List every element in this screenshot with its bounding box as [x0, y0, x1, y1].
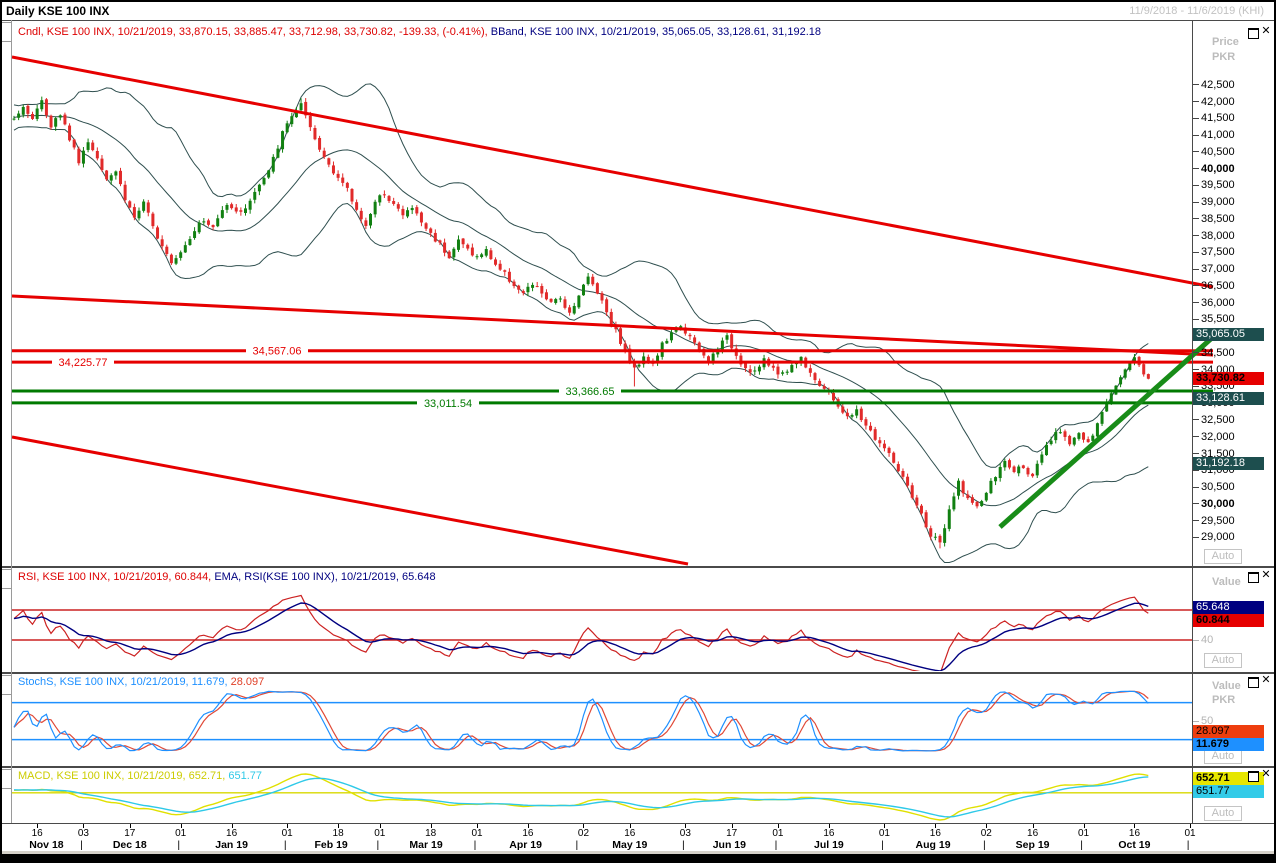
auto-scale-button-macd[interactable]: Auto — [1204, 806, 1242, 821]
candlesticks[interactable] — [12, 96, 1150, 549]
auto-scale-button-rsi[interactable]: Auto — [1204, 653, 1242, 668]
status-strip — [0, 850, 1276, 854]
splitter-handle-stoch[interactable] — [1, 675, 12, 695]
level-line-label: 34,225.77 — [59, 357, 108, 369]
panel-separator-top — [0, 19, 1276, 21]
main-chart-legend: Cndl, KSE 100 INX, 10/21/2019, 33,870.15… — [18, 26, 821, 38]
bband-legend-text: BBand, KSE 100 INX, 10/21/2019, 35,065.0… — [490, 26, 821, 38]
stoch-plot[interactable] — [13, 690, 1149, 752]
macd-legend: MACD, KSE 100 INX, 10/21/2019, 652.71, 6… — [18, 770, 262, 782]
restore-icon[interactable] — [1248, 28, 1259, 39]
panel-separator-macd[interactable] — [0, 766, 1276, 768]
date-range-label: 11/9/2018 - 11/6/2019 (KHI) — [1129, 5, 1264, 17]
panel-separator-stoch[interactable] — [0, 672, 1276, 674]
close-icon[interactable]: ✕ — [1261, 25, 1271, 37]
stoch-k-legend-text: StochS, KSE 100 INX, 10/21/2019, 11.679, — [18, 676, 231, 688]
macd-plot[interactable] — [13, 773, 1149, 821]
left-gutter-line — [11, 20, 12, 823]
window-right-border — [1274, 0, 1276, 863]
close-icon[interactable]: ✕ — [1261, 768, 1271, 780]
price-axis-header: Price — [1212, 36, 1239, 48]
window-bottom-border — [0, 854, 1276, 863]
level-line-label: 33,011.54 — [424, 398, 472, 410]
rsi-ema-legend-text: EMA, RSI(KSE 100 INX), 10/21/2019, 65.64… — [214, 571, 436, 583]
close-icon[interactable]: ✕ — [1261, 674, 1271, 686]
macd-signal-legend-text: 651.77 — [228, 770, 263, 782]
rsi-legend-text: RSI, KSE 100 INX, 10/21/2019, 60.844, — [18, 571, 215, 583]
panel-separator-rsi[interactable] — [0, 566, 1276, 568]
window-left-border — [0, 0, 2, 863]
restore-icon[interactable] — [1248, 572, 1259, 583]
rsi-axis-header: Value — [1212, 576, 1241, 588]
trendline[interactable] — [11, 55, 1214, 289]
close-icon[interactable]: ✕ — [1261, 569, 1271, 581]
candle-legend-text: Cndl, KSE 100 INX, 10/21/2019, 33,870.15… — [18, 26, 491, 38]
stoch-legend: StochS, KSE 100 INX, 10/21/2019, 11.679,… — [18, 676, 264, 688]
stoch-axis-header: Value — [1212, 680, 1241, 692]
restore-icon[interactable] — [1248, 677, 1259, 688]
stoch-axis-currency: PKR — [1212, 694, 1236, 706]
level-line-label: 34,567.06 — [253, 346, 302, 358]
plot-right-border — [1192, 20, 1193, 823]
macd-legend-text: MACD, KSE 100 INX, 10/21/2019, 652.71, — [18, 770, 229, 782]
splitter-handle-macd[interactable] — [1, 769, 12, 789]
stoch-d-legend-text: 28.097 — [230, 676, 265, 688]
price-axis-currency: PKR — [1212, 51, 1236, 63]
rsi-legend: RSI, KSE 100 INX, 10/21/2019, 60.844, EM… — [18, 571, 436, 583]
splitter-handle-main[interactable] — [1, 22, 12, 42]
trendline[interactable] — [998, 335, 1215, 529]
x-axis-top-border — [0, 823, 1276, 824]
trendline[interactable] — [11, 294, 1214, 357]
restore-icon[interactable] — [1248, 771, 1259, 782]
level-line-label: 33,366.65 — [566, 386, 615, 398]
trendline[interactable] — [11, 435, 689, 566]
auto-scale-button-main[interactable]: Auto — [1204, 549, 1242, 564]
rsi-plot[interactable] — [13, 594, 1149, 674]
title-bar: Daily KSE 100 INX 11/9/2018 - 11/6/2019 … — [0, 2, 1276, 20]
auto-scale-button-stoch[interactable]: Auto — [1204, 749, 1242, 764]
window-top-border — [0, 0, 1276, 2]
page-title: Daily KSE 100 INX — [6, 4, 110, 18]
splitter-handle-rsi[interactable] — [1, 569, 12, 589]
